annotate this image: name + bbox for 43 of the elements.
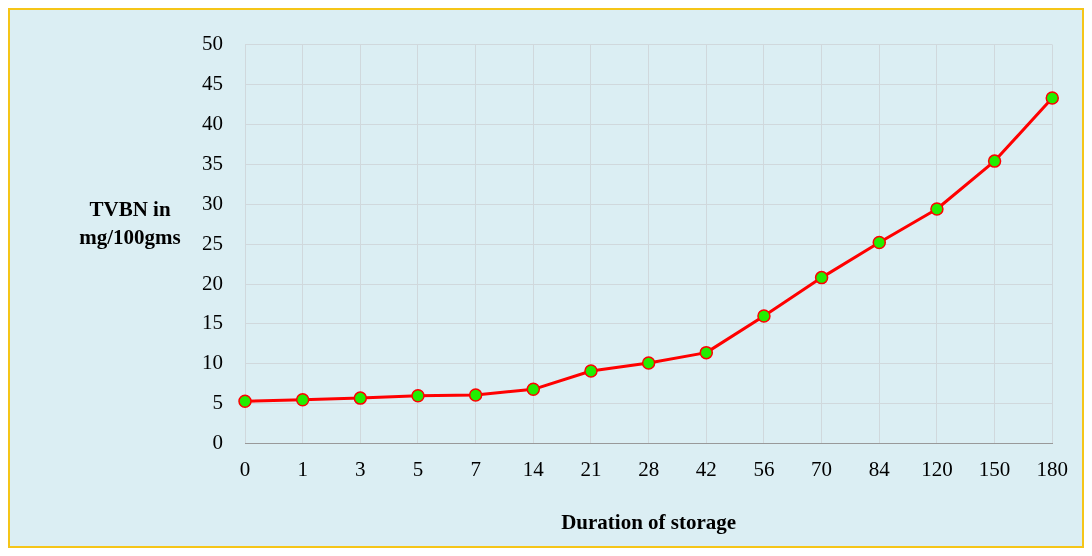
point [295, 392, 310, 407]
x-tick-label: 1 [297, 456, 308, 481]
x-tick-label: 42 [695, 456, 717, 481]
y-tick-label: 45 [202, 71, 223, 96]
x-tick-label: 7 [470, 456, 481, 481]
x-axis-title: Duration of storage [561, 509, 737, 534]
y-tick-label: 40 [202, 110, 223, 135]
y-tick-label: 25 [202, 230, 223, 255]
point [411, 388, 425, 403]
x-tick-label: 84 [868, 456, 891, 481]
point [987, 154, 1002, 168]
x-tick-label: 70 [811, 456, 833, 481]
y-tick-label: 50 [202, 31, 223, 56]
y-tick-label: 15 [202, 310, 223, 335]
point [872, 235, 887, 250]
point [353, 391, 368, 405]
point [1045, 91, 1059, 105]
point [757, 309, 771, 323]
point [526, 382, 541, 397]
point [238, 394, 252, 409]
point [930, 202, 944, 216]
y-tick-label: 30 [202, 190, 223, 215]
x-tick-label: 14 [522, 456, 545, 481]
point [699, 345, 714, 360]
x-tick-label: 56 [753, 456, 775, 481]
x-tick-label: 180 [1036, 456, 1068, 481]
y-tick-label: 35 [202, 150, 223, 175]
x-tick-label: 120 [921, 456, 953, 481]
x-tick-label: 28 [638, 456, 660, 481]
y-tick-label: 20 [202, 270, 223, 295]
point [584, 364, 598, 378]
point [814, 270, 829, 285]
point [641, 356, 656, 370]
x-tick-label: 0 [239, 456, 251, 481]
x-tick-label: 21 [580, 456, 602, 481]
y-axis-title: TVBN in mg/100gms [79, 196, 181, 249]
x-tick-label: 3 [355, 456, 366, 481]
x-tick-label: 150 [978, 456, 1011, 481]
x-tick-label: 5 [412, 456, 424, 481]
y-tick-label: 10 [202, 350, 223, 375]
y-tick-label: 0 [212, 430, 223, 455]
y-tick-label: 5 [212, 390, 223, 415]
point [468, 388, 483, 402]
